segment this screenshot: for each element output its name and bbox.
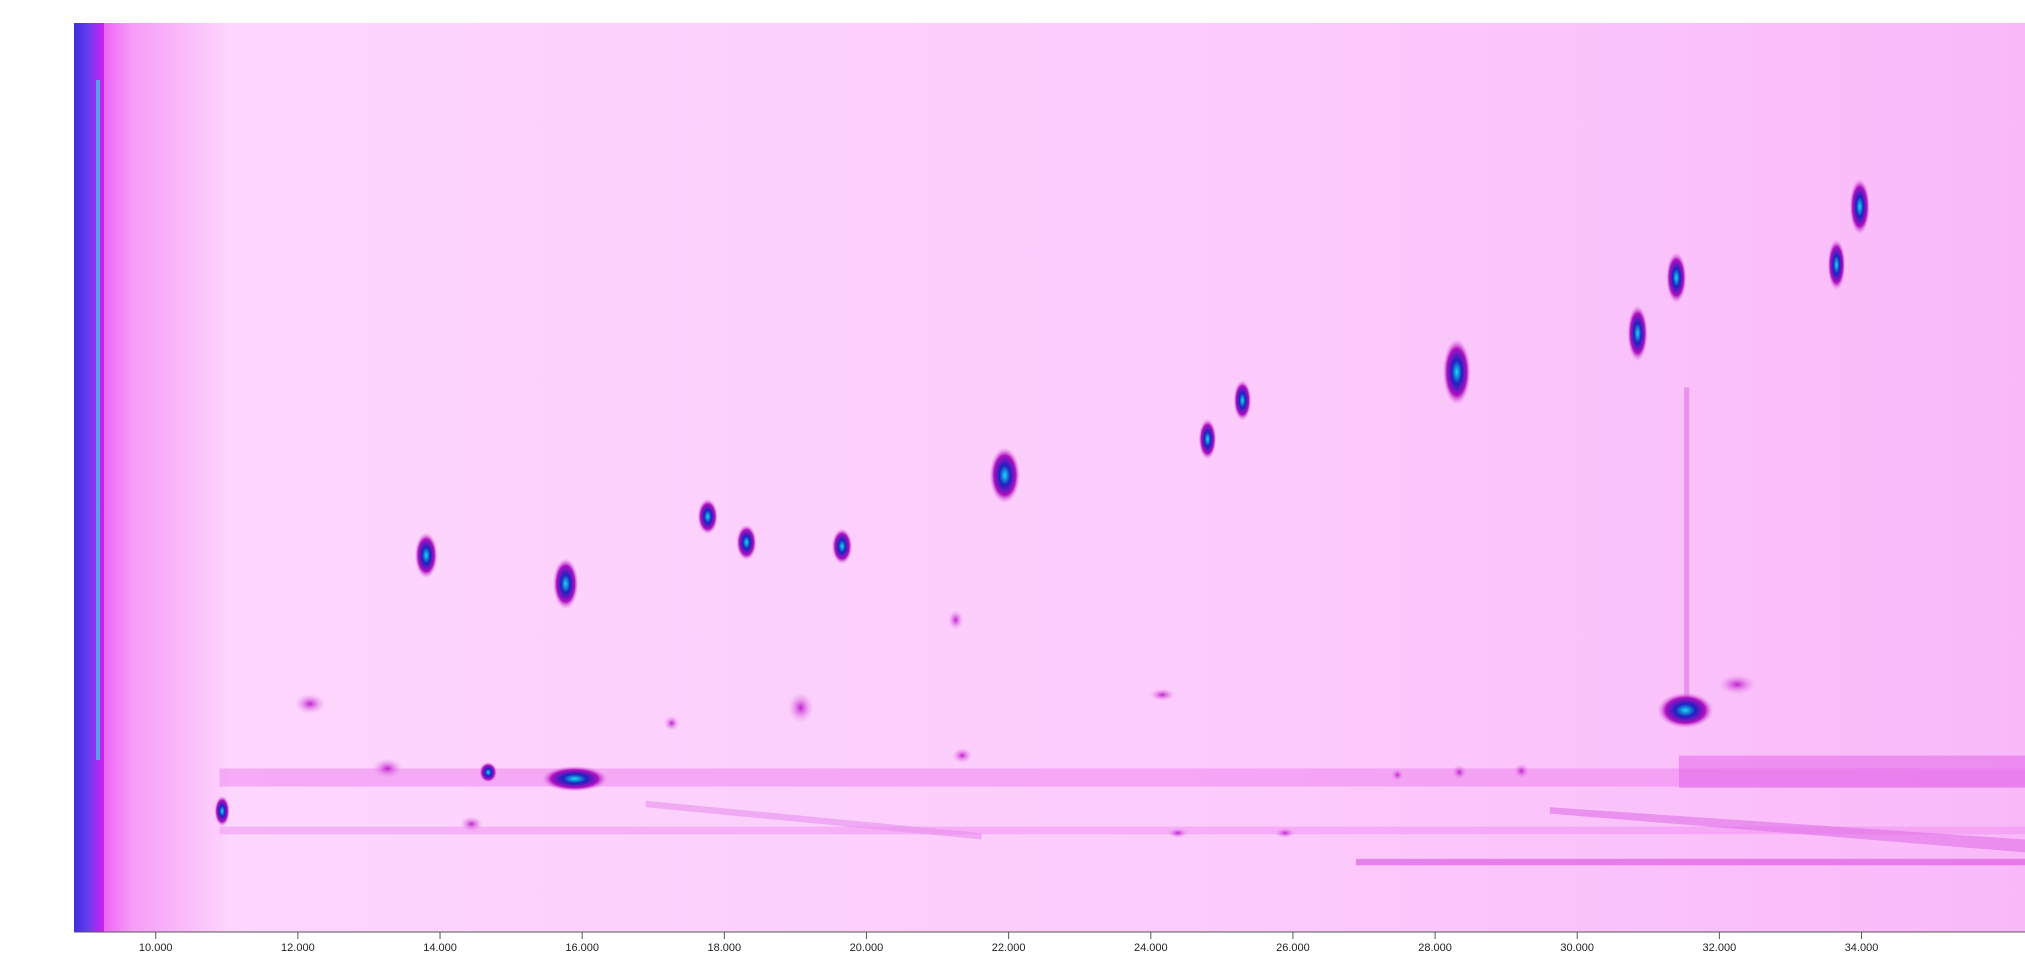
x-tick-label: 24.000: [1134, 942, 1168, 954]
x-tick-label: 32.000: [1703, 942, 1737, 954]
chart: 10.000 12.000 14.000 16.000 18.000 20.000 22.0…: [0, 0, 2025, 958]
x-tick-label: 12.000: [281, 942, 315, 954]
x-tick-label: 22.000: [992, 942, 1026, 954]
x-tick-label: 16.000: [565, 942, 599, 954]
x-tick-label: 30.000: [1560, 942, 1594, 954]
x-tick-label: 14.000: [423, 942, 457, 954]
x-tick-label: 34.000: [1845, 942, 1879, 954]
heatmap-image: [74, 23, 2025, 932]
x-tick-label: 10.000: [139, 942, 173, 954]
x-axis: 10.000 12.000 14.000 16.000 18.000 20.000 22.0…: [74, 932, 2025, 954]
x-tick-label: 20.000: [850, 942, 884, 954]
x-tick-label: 28.000: [1418, 942, 1452, 954]
x-tick-label: 26.000: [1276, 942, 1310, 954]
x-tick-label: 18.000: [708, 942, 742, 954]
